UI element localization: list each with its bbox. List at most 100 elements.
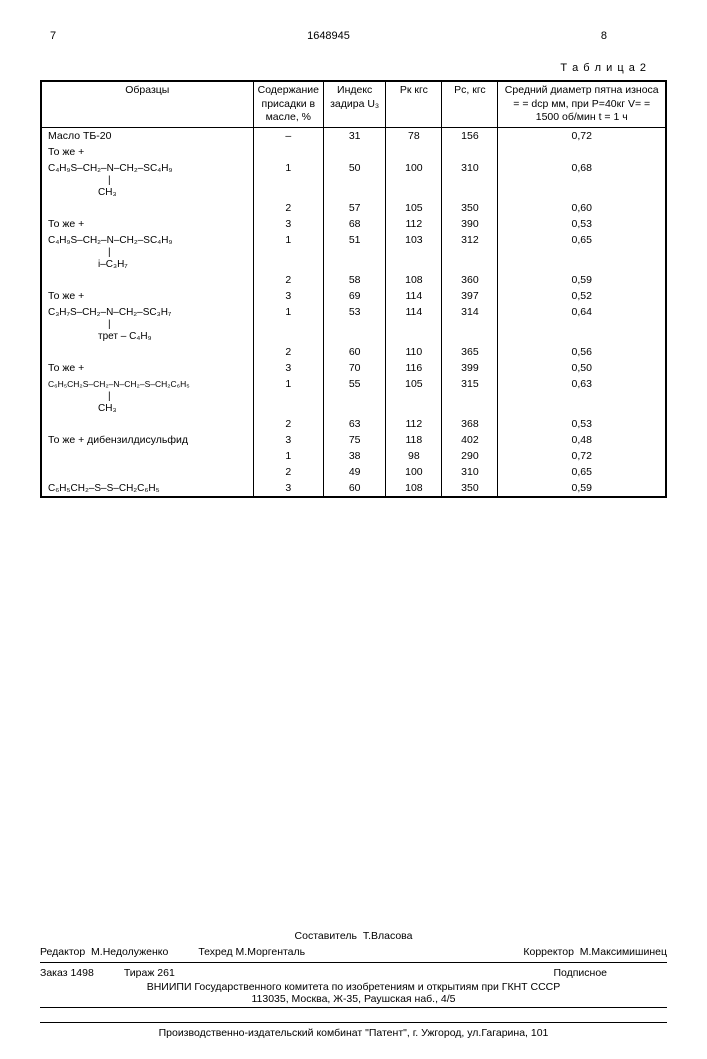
- col-pk: Pк кгс: [386, 81, 442, 127]
- data-cell: 1: [253, 160, 323, 200]
- data-cell: 105: [386, 200, 442, 216]
- data-cell: 290: [442, 448, 498, 464]
- data-cell: 78: [386, 127, 442, 144]
- tech: Техред М.Моргенталь: [198, 946, 305, 958]
- data-cell: 0,65: [498, 464, 666, 480]
- subscription: Подписное: [553, 967, 607, 979]
- data-cell: 3: [253, 216, 323, 232]
- data-cell: [442, 144, 498, 160]
- data-cell: 2: [253, 272, 323, 288]
- table-row: То же +3701163990,50: [41, 360, 666, 376]
- data-cell: 100: [386, 464, 442, 480]
- data-cell: 3: [253, 360, 323, 376]
- data-cell: 0,63: [498, 376, 666, 416]
- table-row: C₄H₉S–CH₂–N–CH₂–SC₄H₉|i–C₃H₇1511033120,6…: [41, 232, 666, 272]
- data-cell: 399: [442, 360, 498, 376]
- table-row: Масло ТБ-20–31781560,72: [41, 127, 666, 144]
- data-cell: 0,53: [498, 416, 666, 432]
- table-row: C₄H₉S–CH₂–N–CH₂–SC₄H₉|CH₃1501003100,68: [41, 160, 666, 200]
- data-cell: 0,48: [498, 432, 666, 448]
- credits-block: Составитель Т.Власова Редактор М.Недолуж…: [40, 928, 667, 1008]
- data-cell: 38: [323, 448, 385, 464]
- data-cell: 50: [323, 160, 385, 200]
- data-cell: 112: [386, 416, 442, 432]
- table-row: 2571053500,60: [41, 200, 666, 216]
- data-cell: 103: [386, 232, 442, 272]
- data-cell: 390: [442, 216, 498, 232]
- table-row: 2601103650,56: [41, 344, 666, 360]
- table-row: То же +3691143970,52: [41, 288, 666, 304]
- data-cell: 3: [253, 480, 323, 497]
- data-cell: 0,60: [498, 200, 666, 216]
- data-cell: 368: [442, 416, 498, 432]
- sample-cell: То же + дибензилдисульфид: [41, 432, 253, 448]
- compiler: Составитель Т.Власова: [295, 930, 413, 942]
- table-row: То же + дибензилдисульфид3751184020,48: [41, 432, 666, 448]
- data-cell: 114: [386, 304, 442, 344]
- page-header: 7 1648945 8: [40, 30, 667, 42]
- editor: Редактор М.Недолуженко: [40, 946, 168, 958]
- data-cell: 114: [386, 288, 442, 304]
- data-table: Образцы Содержание присадки в масле, % И…: [40, 80, 667, 498]
- sample-cell: [41, 272, 253, 288]
- data-cell: 108: [386, 480, 442, 497]
- sample-cell: [41, 448, 253, 464]
- sample-cell: То же +: [41, 288, 253, 304]
- corrector: Корректор М.Максимишинец: [523, 946, 667, 958]
- sample-cell: То же +: [41, 360, 253, 376]
- data-cell: 397: [442, 288, 498, 304]
- data-cell: 0,50: [498, 360, 666, 376]
- table-row: C₆H₅CH₂–S–S–CH₂C₆H₅3601083500,59: [41, 480, 666, 497]
- data-cell: 360: [442, 272, 498, 288]
- data-cell: 110: [386, 344, 442, 360]
- table-row: 2631123680,53: [41, 416, 666, 432]
- data-cell: 0,65: [498, 232, 666, 272]
- data-cell: 0,64: [498, 304, 666, 344]
- col-diameter: Средний диаметр пятна износа = = dср мм,…: [498, 81, 666, 127]
- data-cell: [253, 144, 323, 160]
- data-cell: 2: [253, 344, 323, 360]
- data-cell: 49: [323, 464, 385, 480]
- page-num-right: 8: [601, 30, 607, 42]
- data-cell: 310: [442, 160, 498, 200]
- data-cell: 63: [323, 416, 385, 432]
- sample-cell: C₄H₉S–CH₂–N–CH₂–SC₄H₉|CH₃: [41, 160, 253, 200]
- data-cell: 0,53: [498, 216, 666, 232]
- col-samples: Образцы: [41, 81, 253, 127]
- data-cell: 31: [323, 127, 385, 144]
- data-cell: 1: [253, 448, 323, 464]
- data-cell: 108: [386, 272, 442, 288]
- data-cell: 310: [442, 464, 498, 480]
- data-cell: 105: [386, 376, 442, 416]
- data-cell: 0,72: [498, 448, 666, 464]
- sample-cell: [41, 464, 253, 480]
- data-cell: 0,56: [498, 344, 666, 360]
- tirazh: Тираж 261: [124, 967, 175, 979]
- sample-cell: [41, 416, 253, 432]
- sample-cell: [41, 200, 253, 216]
- data-cell: 0,59: [498, 272, 666, 288]
- data-cell: 350: [442, 200, 498, 216]
- data-cell: 68: [323, 216, 385, 232]
- sample-cell: C₆H₅CH₂S–CH₂–N–CH₂–S–CH₂C₆H₅|CH₃: [41, 376, 253, 416]
- page-num-left: 7: [50, 30, 56, 42]
- col-index: Индекс задира U₃: [323, 81, 385, 127]
- org-line-2: 113035, Москва, Ж-35, Раушская наб., 4/5: [40, 993, 667, 1005]
- data-cell: 60: [323, 480, 385, 497]
- data-cell: 100: [386, 160, 442, 200]
- data-cell: 116: [386, 360, 442, 376]
- data-cell: 156: [442, 127, 498, 144]
- data-cell: 402: [442, 432, 498, 448]
- data-cell: 2: [253, 464, 323, 480]
- org-line-1: ВНИИПИ Государственного комитета по изоб…: [40, 981, 667, 993]
- sample-cell: [41, 344, 253, 360]
- sample-cell: То же +: [41, 144, 253, 160]
- data-cell: 51: [323, 232, 385, 272]
- table-row: 2491003100,65: [41, 464, 666, 480]
- footer: Производственно-издательский комбинат "П…: [40, 1022, 667, 1039]
- table-row: То же +: [41, 144, 666, 160]
- data-cell: 58: [323, 272, 385, 288]
- data-cell: [498, 144, 666, 160]
- table-row: C₆H₅CH₂S–CH₂–N–CH₂–S–CH₂C₆H₅|CH₃15510531…: [41, 376, 666, 416]
- data-cell: 70: [323, 360, 385, 376]
